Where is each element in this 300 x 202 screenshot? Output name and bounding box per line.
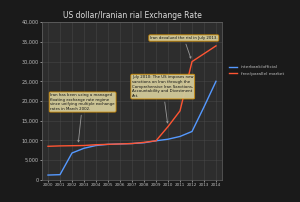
free/parallel market	[82, 144, 86, 147]
free/parallel market	[214, 45, 218, 47]
free/parallel market	[46, 145, 50, 147]
interbank/official	[94, 144, 98, 147]
free/parallel market	[154, 140, 158, 142]
interbank/official	[58, 174, 62, 176]
Text: Iran has been using a managed
floating exchange rate regime
since unifying multi: Iran has been using a managed floating e…	[50, 93, 115, 142]
free/parallel market	[166, 125, 170, 128]
interbank/official	[190, 130, 194, 133]
interbank/official	[70, 152, 74, 154]
interbank/official	[46, 174, 50, 176]
interbank/official	[214, 80, 218, 82]
interbank/official	[142, 142, 146, 144]
Line: free/parallel market: free/parallel market	[48, 46, 216, 146]
Title: US dollar/Iranian rial Exchange Rate: US dollar/Iranian rial Exchange Rate	[63, 11, 201, 20]
free/parallel market	[118, 143, 122, 145]
Text: July 2010: The US imposes new
sanctions on Iran through the
Comprehensive Iran S: July 2010: The US imposes new sanctions …	[132, 75, 194, 123]
free/parallel market	[106, 143, 110, 145]
free/parallel market	[178, 110, 182, 112]
interbank/official	[82, 147, 86, 149]
Line: interbank/official: interbank/official	[48, 81, 216, 175]
interbank/official	[130, 142, 134, 145]
free/parallel market	[70, 144, 74, 147]
free/parallel market	[58, 145, 62, 147]
free/parallel market	[130, 142, 134, 145]
free/parallel market	[202, 53, 206, 55]
Text: Iran devalued the rial in July 2013.: Iran devalued the rial in July 2013.	[150, 36, 218, 58]
interbank/official	[202, 106, 206, 108]
interbank/official	[166, 138, 170, 140]
interbank/official	[154, 140, 158, 142]
Legend: interbank/official, free/parallel market: interbank/official, free/parallel market	[228, 64, 285, 77]
interbank/official	[118, 143, 122, 145]
free/parallel market	[94, 143, 98, 146]
free/parallel market	[190, 60, 194, 63]
interbank/official	[178, 135, 182, 138]
interbank/official	[106, 143, 110, 145]
free/parallel market	[142, 141, 146, 144]
